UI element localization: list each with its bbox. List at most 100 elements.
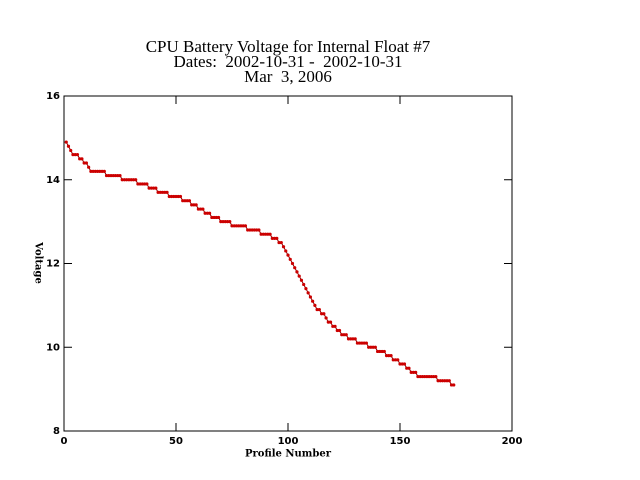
data-point (320, 312, 324, 316)
data-point (346, 337, 351, 341)
data-point (237, 224, 241, 228)
data-point (286, 253, 290, 257)
data-point (324, 316, 328, 320)
data-point (317, 307, 321, 312)
data-point (355, 341, 360, 345)
data-point (396, 358, 400, 362)
data-point (174, 194, 178, 199)
data-point (340, 333, 344, 337)
data-point (281, 245, 286, 249)
data-point (306, 291, 310, 295)
data-point (131, 178, 136, 182)
data-point (353, 337, 357, 341)
data-point (393, 358, 398, 362)
data-point (140, 182, 144, 186)
data-point (364, 341, 368, 345)
data-point (420, 374, 424, 379)
data-point (328, 320, 333, 324)
data-point (290, 261, 295, 266)
data-point (255, 228, 259, 232)
data-point (219, 220, 223, 224)
data-point (299, 278, 304, 282)
data-point (64, 140, 68, 144)
data-point (373, 345, 377, 349)
data-point (234, 224, 239, 228)
data-point (411, 370, 416, 374)
data-point (266, 232, 270, 236)
data-point (163, 190, 167, 194)
data-point (152, 186, 156, 190)
data-point (246, 228, 250, 232)
data-point (187, 199, 192, 203)
data-point (429, 374, 433, 379)
data-point (261, 232, 265, 236)
data-point (87, 165, 91, 169)
data-point (275, 236, 279, 240)
data-point (216, 215, 221, 220)
y-tick-label: 14 (46, 175, 60, 186)
data-point (169, 194, 174, 199)
data-point (427, 374, 431, 379)
data-point (268, 232, 272, 236)
data-point (111, 173, 115, 178)
data-point (127, 178, 131, 182)
data-point (118, 173, 122, 178)
data-point (391, 358, 395, 362)
data-point (297, 274, 301, 278)
data-point (389, 354, 393, 358)
data-point (196, 207, 200, 211)
data-point (210, 215, 214, 220)
data-point (452, 383, 456, 387)
data-point (113, 173, 118, 178)
data-point (208, 211, 212, 215)
data-point (143, 182, 147, 186)
chart-title: CPU Battery Voltage for Internal Float #… (146, 37, 431, 56)
data-point (183, 199, 187, 203)
data-point (371, 345, 375, 349)
data-point (80, 157, 84, 161)
data-point (414, 370, 418, 374)
data-point (134, 178, 138, 182)
y-axis-label: Voltage (33, 241, 44, 284)
data-point (250, 228, 254, 232)
data-point (378, 349, 382, 354)
data-point (308, 295, 312, 299)
data-point (342, 333, 346, 337)
data-point (322, 312, 326, 316)
data-point (409, 370, 413, 374)
data-point (190, 203, 194, 207)
data-point (158, 190, 162, 194)
data-point (326, 320, 330, 324)
data-point (230, 224, 234, 228)
data-point (270, 236, 274, 240)
data-point (376, 349, 380, 354)
data-point (149, 186, 153, 190)
data-point (212, 215, 216, 220)
data-point (335, 328, 339, 333)
y-tick-label: 8 (53, 426, 60, 437)
data-point (349, 337, 353, 341)
data-point (194, 203, 198, 207)
data-point (398, 362, 402, 366)
x-tick-label: 50 (169, 436, 183, 447)
data-point (199, 207, 203, 211)
y-tick-label: 16 (46, 91, 60, 102)
data-point (241, 224, 245, 228)
data-point (331, 324, 335, 328)
data-point (223, 220, 227, 224)
data-point (362, 341, 366, 345)
data-point (69, 148, 73, 153)
x-tick-label: 100 (278, 436, 299, 447)
data-point (203, 211, 207, 215)
data-point (405, 366, 409, 370)
data-point (84, 161, 88, 165)
data-point (304, 287, 308, 291)
data-point (136, 182, 140, 186)
data-point (407, 366, 411, 370)
data-point (288, 257, 292, 261)
data-point (82, 161, 86, 165)
x-tick-label: 200 (502, 436, 523, 447)
data-point (369, 345, 373, 349)
data-point (416, 374, 420, 379)
